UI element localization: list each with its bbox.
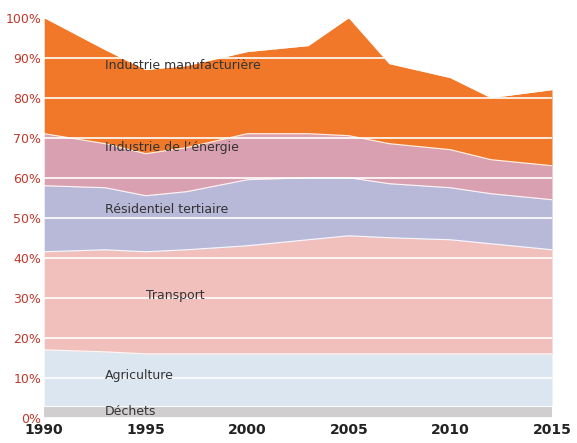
Text: Transport: Transport (146, 289, 204, 302)
Text: Résidentiel tertiaire: Résidentiel tertiaire (105, 203, 228, 216)
Text: Industrie de l’énergie: Industrie de l’énergie (105, 141, 239, 154)
Text: Déchets: Déchets (105, 405, 156, 418)
Text: Industrie manufacturière: Industrie manufacturière (105, 59, 261, 72)
Text: Agriculture: Agriculture (105, 369, 174, 382)
